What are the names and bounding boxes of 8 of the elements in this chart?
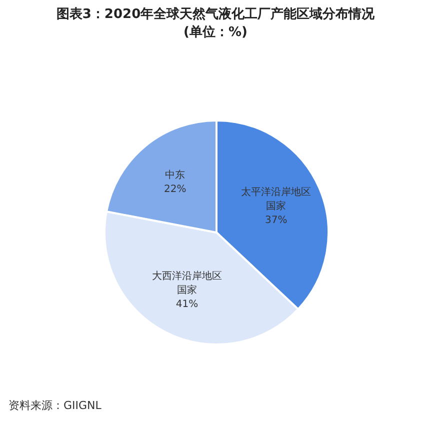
data-label: 37% [265,215,288,226]
slice-label: 太平洋沿岸地区国家 [241,186,312,212]
data-label: 22% [164,184,186,195]
data-label: 41% [176,298,198,310]
slice-label: 大西洋沿岸地区国家 [152,270,222,296]
chart-title: 图表3：2020年全球天然气液化工厂产能区域分布情况 (单位：%) [56,6,376,40]
text: 资料来源：GIIGNL [8,399,102,412]
slice-label: 中东 [165,168,186,181]
